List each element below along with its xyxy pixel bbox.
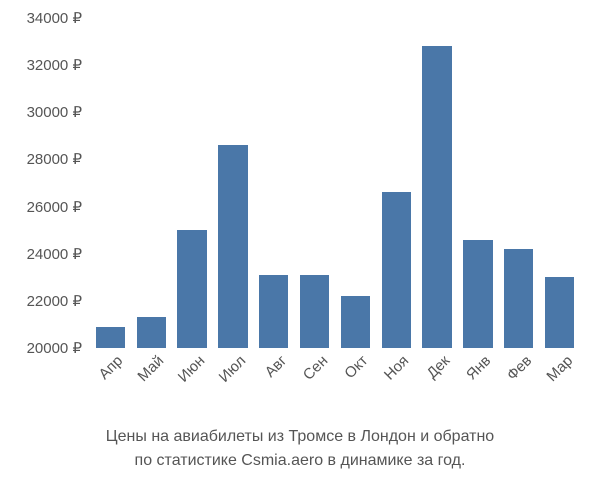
bar	[300, 275, 329, 348]
x-axis-tick: Авг	[257, 348, 290, 381]
x-axis-tick: Июн	[171, 348, 209, 386]
y-axis-tick: 20000 ₽	[27, 339, 90, 357]
bar	[422, 46, 451, 348]
y-axis-tick: 28000 ₽	[27, 150, 90, 168]
x-axis-tick: Дек	[419, 348, 453, 382]
plot-area: 20000 ₽22000 ₽24000 ₽26000 ₽28000 ₽30000…	[90, 18, 580, 348]
bar	[382, 192, 411, 348]
x-axis-tick: Мар	[539, 348, 576, 385]
bar	[137, 317, 166, 348]
bar	[463, 240, 492, 348]
bar	[504, 249, 533, 348]
caption-line: по статистике Csmia.aero в динамике за г…	[0, 449, 600, 473]
bar	[259, 275, 288, 348]
y-axis-tick: 24000 ₽	[27, 245, 90, 263]
x-axis-tick: Апр	[92, 348, 127, 383]
x-axis-tick: Окт	[338, 348, 372, 382]
x-axis-tick: Сен	[295, 348, 331, 384]
bar	[341, 296, 370, 348]
bar	[218, 145, 247, 348]
y-axis-tick: 26000 ₽	[27, 198, 90, 216]
x-axis-tick: Май	[130, 348, 167, 385]
y-axis-tick: 30000 ₽	[27, 103, 90, 121]
y-axis-tick: 34000 ₽	[27, 9, 90, 27]
x-axis-tick: Июл	[211, 348, 249, 386]
x-axis-tick: Янв	[459, 348, 494, 383]
y-axis-tick: 22000 ₽	[27, 292, 90, 310]
y-axis-tick: 32000 ₽	[27, 56, 90, 74]
x-axis-tick: Фев	[499, 348, 535, 384]
price-chart: 20000 ₽ 22000 ₽ 24000 ₽ 26000 ₽ 28000 ₽ 30000…	[0, 0, 600, 500]
caption-line: Цены на авиабилеты из Тромсе в Лондон и …	[0, 425, 600, 449]
bar	[177, 230, 206, 348]
x-axis-tick: Ноя	[377, 348, 413, 384]
bar	[545, 277, 574, 348]
chart-caption: Цены на авиабилеты из Тромсе в Лондон и …	[0, 425, 600, 473]
bar	[96, 327, 125, 348]
